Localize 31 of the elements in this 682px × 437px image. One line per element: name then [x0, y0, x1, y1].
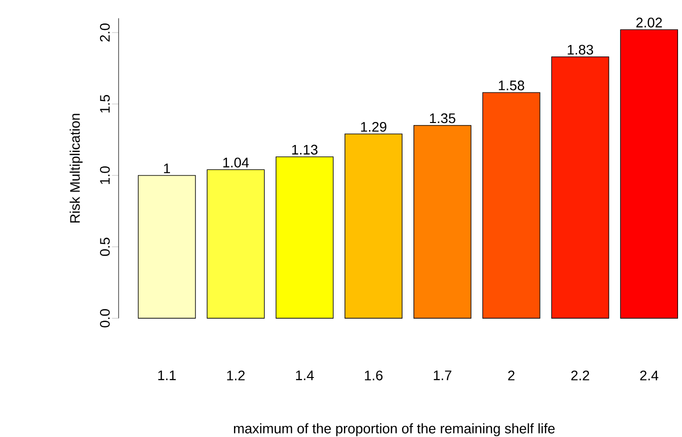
y-tick-label: 1.0 — [100, 166, 110, 184]
data-label: 2.02 — [636, 18, 662, 28]
bar — [620, 29, 678, 319]
bar — [138, 175, 196, 319]
bar — [206, 169, 265, 319]
x-tick-label: 2 — [508, 370, 514, 380]
bar — [414, 125, 472, 319]
bar — [482, 92, 540, 319]
x-axis-title: maximum of the proportion of the remaining shelf life — [234, 423, 555, 436]
x-tick-label: 2.4 — [640, 370, 658, 380]
data-label: 1.13 — [292, 144, 318, 155]
data-label: 1.83 — [568, 44, 594, 55]
y-tick-label: 1.5 — [100, 95, 110, 113]
data-label: 1.35 — [430, 113, 456, 124]
bar — [344, 134, 402, 319]
y-tick-label: 0.0 — [100, 309, 110, 328]
data-label: 1.04 — [223, 158, 249, 168]
x-tick-label: 1.7 — [434, 370, 452, 380]
y-axis-title: Risk Multiplication — [70, 114, 83, 223]
data-label: 1.29 — [361, 122, 386, 132]
bar — [276, 156, 334, 319]
y-tick-label: 2.0 — [100, 24, 110, 42]
x-tick-label: 1.4 — [296, 370, 314, 380]
x-tick-label: 2.2 — [571, 370, 590, 380]
y-tick-label: 0.5 — [100, 238, 110, 256]
x-tick-label: 1.2 — [227, 370, 245, 380]
x-tick-label: 1.1 — [158, 370, 176, 380]
bar — [551, 56, 610, 319]
x-tick-label: 1.6 — [364, 370, 383, 380]
data-label: 1.58 — [498, 80, 524, 90]
data-label: 1 — [164, 164, 170, 174]
